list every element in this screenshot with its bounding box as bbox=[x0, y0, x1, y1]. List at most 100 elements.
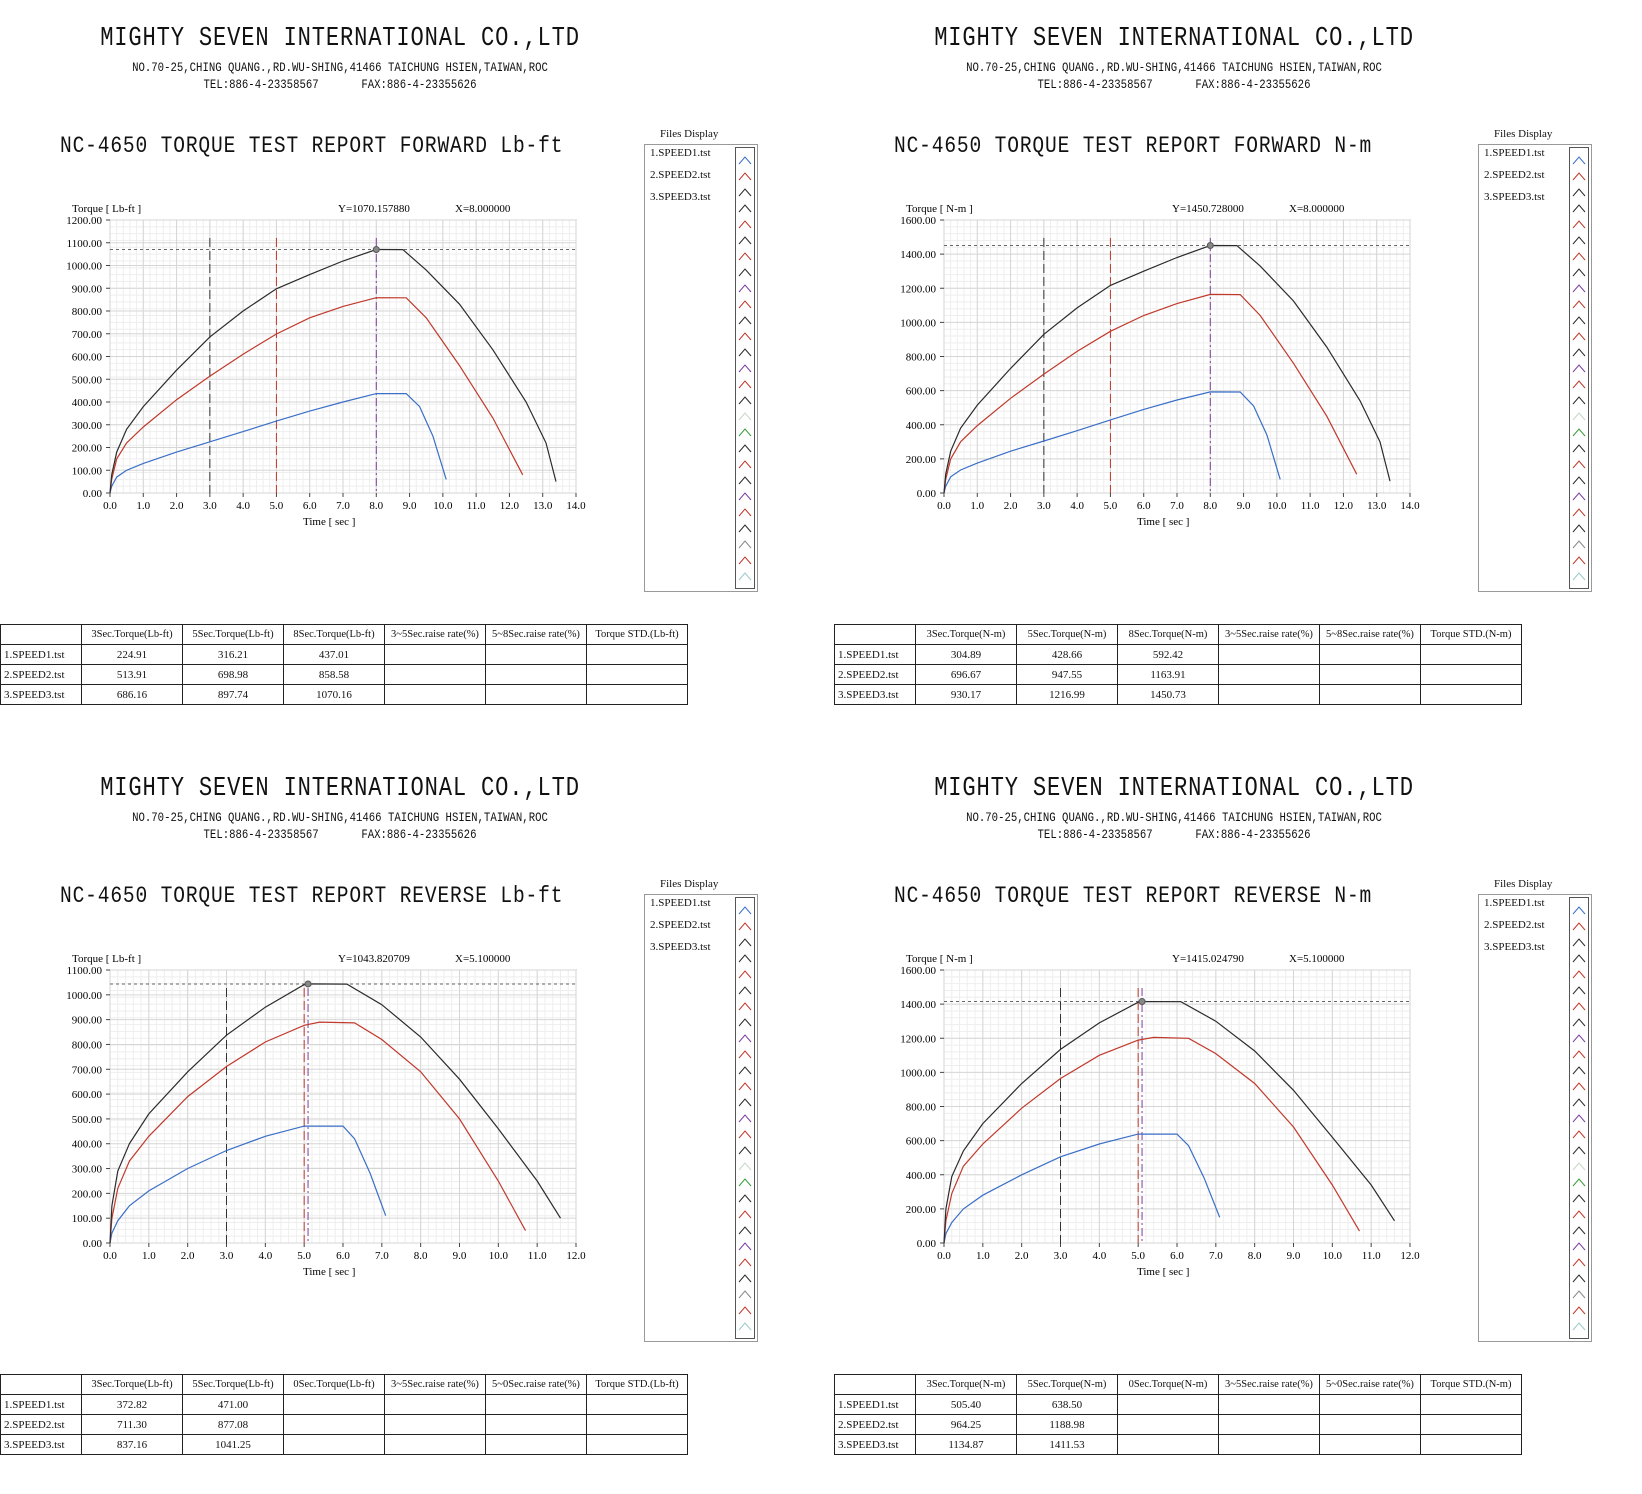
chevron-up-icon bbox=[1572, 188, 1586, 197]
files-scroll-strip[interactable] bbox=[735, 897, 755, 1339]
series-line-speed2 bbox=[943, 1036, 1361, 1244]
y-tick-label: 200.00 bbox=[72, 443, 103, 455]
chevron-up-icon bbox=[738, 1066, 752, 1075]
table-cell: 372.82 bbox=[81, 1394, 183, 1415]
series-line-speed1 bbox=[943, 1133, 1221, 1244]
table-row: 1.SPEED1.tst 505.40 638.50 bbox=[834, 1394, 1522, 1415]
table-cell bbox=[1319, 664, 1421, 685]
series-line-speed3 bbox=[109, 248, 557, 494]
file-item[interactable]: 2.SPEED2.tst bbox=[650, 919, 711, 931]
chevron-up-icon bbox=[1572, 1274, 1586, 1283]
x-tick-label: 3.0 bbox=[220, 1250, 234, 1262]
chevron-up-icon bbox=[1572, 1178, 1586, 1187]
y-tick-label: 100.00 bbox=[72, 1213, 103, 1225]
x-tick-label: 14.0 bbox=[1400, 500, 1420, 512]
table-cell bbox=[384, 664, 486, 685]
x-tick-label: 2.0 bbox=[1004, 500, 1018, 512]
files-scroll-strip[interactable] bbox=[1569, 897, 1589, 1339]
file-item[interactable]: 3.SPEED3.tst bbox=[1484, 191, 1545, 203]
torque-chart: 0.00 200.00 400.00 600.00 800.00 1000.00 1200.… bbox=[900, 953, 1420, 1278]
file-item[interactable]: 1.SPEED1.tst bbox=[650, 147, 711, 159]
y-tick-label: 500.00 bbox=[72, 374, 103, 386]
y-tick-label: 900.00 bbox=[72, 283, 103, 295]
y-tick-label: 300.00 bbox=[72, 1164, 103, 1176]
table-cell: 471.00 bbox=[182, 1394, 284, 1415]
file-item[interactable]: 2.SPEED2.tst bbox=[1484, 919, 1545, 931]
table-cell bbox=[1117, 1434, 1219, 1455]
table-row-name: 1.SPEED1.tst bbox=[0, 1394, 82, 1415]
table-header-cell: 3Sec.Torque(Lb-ft) bbox=[81, 624, 183, 645]
files-display-panel: 1.SPEED1.tst 2.SPEED2.tst 3.SPEED3.tst bbox=[1478, 894, 1592, 1342]
file-item[interactable]: 2.SPEED2.tst bbox=[650, 169, 711, 181]
chevron-up-icon bbox=[738, 300, 752, 309]
table-cell: 1041.25 bbox=[182, 1434, 284, 1455]
file-item[interactable]: 1.SPEED1.tst bbox=[650, 897, 711, 909]
chevron-up-icon bbox=[1572, 1322, 1586, 1331]
company-contact: TEL:886-4-23358567 FAX:886-4-23355626 bbox=[895, 827, 1453, 842]
x-tick-label: 1.0 bbox=[136, 500, 150, 512]
y-tick-label: 1600.00 bbox=[900, 215, 936, 227]
report-forward-nm: MIGHTY SEVEN INTERNATIONAL CO.,LTD NO.70… bbox=[834, 0, 1614, 740]
y-tick-label: 400.00 bbox=[906, 420, 937, 432]
x-tick-label: 12.0 bbox=[1400, 1250, 1420, 1262]
y-tick-label: 600.00 bbox=[906, 1136, 937, 1148]
cursor-point bbox=[304, 980, 312, 988]
chevron-up-icon bbox=[738, 1306, 752, 1315]
table-cell: 1216.99 bbox=[1016, 684, 1118, 705]
chevron-strip-icon bbox=[738, 906, 752, 1331]
table-cell bbox=[283, 1414, 385, 1435]
table-cell bbox=[485, 1394, 587, 1415]
company-contact: TEL:886-4-23358567 FAX:886-4-23355626 bbox=[895, 77, 1453, 92]
company-contact: TEL:886-4-23358567 FAX:886-4-23355626 bbox=[61, 77, 619, 92]
results-table: 3Sec.Torque(Lb-ft) 5Sec.Torque(Lb-ft) 8Sec… bbox=[0, 624, 688, 705]
table-cell bbox=[586, 1434, 688, 1455]
company-name: MIGHTY SEVEN INTERNATIONAL CO.,LTD bbox=[100, 774, 580, 804]
y-axis-label: Torque [ Lb-ft ] bbox=[72, 953, 141, 965]
chevron-up-icon bbox=[738, 1034, 752, 1043]
file-item[interactable]: 3.SPEED3.tst bbox=[1484, 941, 1545, 953]
table-header-cell: 3~5Sec.raise rate(%) bbox=[1218, 624, 1320, 645]
y-tick-label: 0.00 bbox=[917, 488, 937, 500]
chevron-up-icon bbox=[738, 236, 752, 245]
chevron-up-icon bbox=[1572, 1162, 1586, 1171]
company-fax: FAX:886-4-23355626 bbox=[1195, 77, 1311, 92]
chevron-up-icon bbox=[1572, 492, 1586, 501]
y-tick-label: 1200.00 bbox=[900, 283, 936, 295]
report-forward-lbft: MIGHTY SEVEN INTERNATIONAL CO.,LTD NO.70… bbox=[0, 0, 780, 740]
y-tick-label: 100.00 bbox=[72, 465, 103, 477]
file-item[interactable]: 1.SPEED1.tst bbox=[1484, 897, 1545, 909]
x-tick-label: 6.0 bbox=[1137, 500, 1151, 512]
table-cell bbox=[1218, 644, 1320, 665]
x-tick-label: 4.0 bbox=[258, 1250, 272, 1262]
x-tick-label: 12.0 bbox=[566, 1250, 586, 1262]
y-tick-label: 600.00 bbox=[72, 352, 103, 364]
chevron-up-icon bbox=[738, 572, 752, 581]
chevron-up-icon bbox=[738, 970, 752, 979]
table-cell: 224.91 bbox=[81, 644, 183, 665]
file-item[interactable]: 2.SPEED2.tst bbox=[1484, 169, 1545, 181]
report-title: NC-4650 TORQUE TEST REPORT REVERSE Lb-ft bbox=[60, 883, 564, 909]
chevron-up-icon bbox=[738, 1178, 752, 1187]
file-item[interactable]: 1.SPEED1.tst bbox=[1484, 147, 1545, 159]
file-item[interactable]: 3.SPEED3.tst bbox=[650, 941, 711, 953]
table-row-name: 3.SPEED3.tst bbox=[834, 1434, 916, 1455]
y-tick-label: 1400.00 bbox=[900, 249, 936, 261]
table-cell: 1411.53 bbox=[1016, 1434, 1118, 1455]
company-name: MIGHTY SEVEN INTERNATIONAL CO.,LTD bbox=[934, 24, 1414, 54]
chevron-up-icon bbox=[738, 986, 752, 995]
y-tick-label: 1600.00 bbox=[900, 965, 936, 977]
results-table: 3Sec.Torque(Lb-ft) 5Sec.Torque(Lb-ft) 0Sec… bbox=[0, 1374, 688, 1455]
table-cell bbox=[384, 1434, 486, 1455]
chevron-up-icon bbox=[738, 172, 752, 181]
chevron-up-icon bbox=[1572, 1242, 1586, 1251]
file-item[interactable]: 3.SPEED3.tst bbox=[650, 191, 711, 203]
files-scroll-strip[interactable] bbox=[1569, 147, 1589, 589]
files-scroll-strip[interactable] bbox=[735, 147, 755, 589]
chevron-up-icon bbox=[738, 540, 752, 549]
company-address: NO.70-25,CHING QUANG.,RD.WU-SHING,41466 … bbox=[966, 810, 1382, 825]
table-cell bbox=[1117, 1394, 1219, 1415]
table-header-cell: 8Sec.Torque(Lb-ft) bbox=[283, 624, 385, 645]
y-tick-label: 1000.00 bbox=[900, 317, 936, 329]
x-tick-label: 2.0 bbox=[181, 1250, 195, 1262]
table-cell: 304.89 bbox=[915, 644, 1017, 665]
